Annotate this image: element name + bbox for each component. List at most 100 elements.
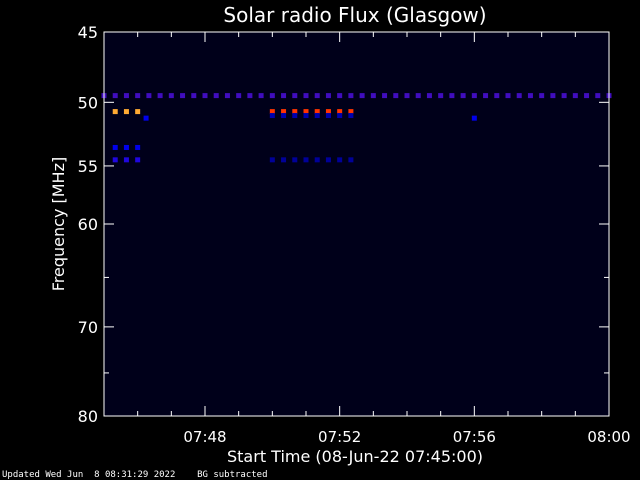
footer-note: BG subtracted (197, 470, 268, 480)
heatmap-cell (393, 93, 399, 99)
heatmap-cell (123, 93, 129, 99)
heatmap-cell (281, 157, 287, 163)
heatmap-cell (146, 93, 152, 99)
heatmap-cell (180, 93, 186, 99)
heatmap-cell (471, 93, 477, 99)
heatmap-cell (325, 109, 331, 115)
heatmap-cell (494, 93, 500, 99)
footer: Updated Wed Jun 8 08:31:29 2022 BG subtr… (2, 470, 268, 480)
heatmap-cell (281, 109, 287, 115)
heatmap-cell (281, 113, 287, 119)
heatmap-cell (460, 93, 466, 99)
heatmap-cell (314, 113, 320, 119)
heatmap-cell (123, 109, 129, 115)
x-tick-label: 07:48 (183, 428, 226, 446)
heatmap-cell (314, 109, 320, 115)
heatmap-cell (123, 157, 129, 163)
heatmap-cell (303, 109, 309, 115)
heatmap-cell (561, 93, 567, 99)
heatmap-cell (359, 93, 365, 99)
y-tick-label: 70 (78, 318, 98, 337)
heatmap-cell (143, 115, 149, 121)
heatmap-cell (281, 93, 287, 99)
heatmap-cell (157, 93, 163, 99)
x-tick-label: 08:00 (587, 428, 630, 446)
heatmap-cell (337, 113, 343, 119)
heatmap-cell (269, 109, 275, 115)
heatmap-cell (236, 93, 242, 99)
heatmap-cell (348, 109, 354, 115)
heatmap-cell (325, 113, 331, 119)
heatmap-cell (337, 157, 343, 163)
heatmap-cell (269, 113, 275, 119)
heatmap-cell (258, 93, 264, 99)
feature-point-51-2-mhz-late (471, 115, 477, 121)
heatmap-cell (382, 93, 388, 99)
y-tick-label: 45 (78, 23, 98, 42)
feature-point-51-2-mhz (143, 115, 149, 121)
heatmap-cell (348, 113, 354, 119)
heatmap-cell (550, 93, 556, 99)
chart-title: Solar radio Flux (Glasgow) (223, 3, 486, 27)
y-axis: 45 50 55 60 70 80 (78, 23, 609, 426)
heatmap-cell (292, 157, 298, 163)
heatmap-cell (595, 93, 601, 99)
x-tick-label: 07:56 (453, 428, 496, 446)
heatmap-cell (314, 93, 320, 99)
heatmap-cell (247, 93, 253, 99)
heatmap-cell (337, 93, 343, 99)
heatmap-cell (292, 113, 298, 119)
x-tick-label: 07:52 (318, 428, 361, 446)
heatmap-cell (202, 93, 208, 99)
feature-burst-50-7-mhz (269, 109, 354, 115)
y-tick-label: 60 (78, 215, 98, 234)
feature-band-54-5-mhz-faint (269, 157, 354, 163)
heatmap-cell (112, 109, 118, 115)
heatmap-cell (539, 93, 545, 99)
heatmap-cell (426, 93, 432, 99)
heatmap-cell (135, 144, 141, 150)
heatmap-cell (303, 93, 309, 99)
y-tick-label: 55 (78, 157, 98, 176)
heatmap-cell (449, 93, 455, 99)
heatmap-cell (483, 93, 489, 99)
plot-background (104, 32, 609, 416)
heatmap-cell (112, 157, 118, 163)
heatmap-cell (112, 93, 118, 99)
heatmap-cell (213, 93, 219, 99)
y-axis-label: Frequency [MHz] (49, 157, 68, 291)
heatmap-cell (135, 109, 141, 115)
feature-band-53-5-mhz-early (112, 144, 141, 150)
x-axis: 07:48 07:52 07:56 08:00 (103, 32, 631, 446)
heatmap-marks (101, 93, 612, 163)
heatmap-cell (516, 93, 522, 99)
heatmap-cell (337, 109, 343, 115)
heatmap-cell (572, 93, 578, 99)
feature-continuous-band-49-5-mhz (101, 93, 612, 99)
feature-burst-50-7-mhz-early (112, 109, 141, 115)
plot-area (104, 32, 609, 416)
heatmap-cell (348, 93, 354, 99)
heatmap-cell (112, 144, 118, 150)
heatmap-cell (348, 157, 354, 163)
heatmap-cell (303, 157, 309, 163)
heatmap-cell (168, 93, 174, 99)
y-tick-label: 50 (78, 93, 98, 112)
heatmap-cell (303, 113, 309, 119)
heatmap-cell (527, 93, 533, 99)
heatmap-cell (292, 109, 298, 115)
heatmap-cell (135, 157, 141, 163)
heatmap-cell (415, 93, 421, 99)
heatmap-cell (584, 93, 590, 99)
feature-band-54-5-mhz-early (112, 157, 141, 163)
heatmap-cell (269, 93, 275, 99)
heatmap-cell (123, 144, 129, 150)
heatmap-cell (471, 115, 477, 121)
heatmap-cell (505, 93, 511, 99)
footer-updated: Updated Wed Jun 8 08:31:29 2022 (2, 470, 176, 480)
heatmap-cell (370, 93, 376, 99)
heatmap-cell (325, 157, 331, 163)
heatmap-cell (438, 93, 444, 99)
heatmap-cell (292, 93, 298, 99)
